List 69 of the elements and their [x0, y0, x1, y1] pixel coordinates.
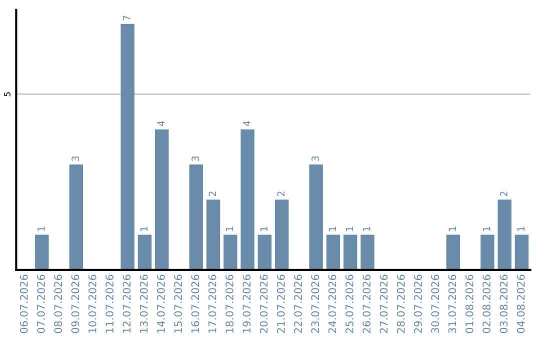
- x-tick-label: 03.08.2026: [500, 274, 508, 334]
- bar: [189, 164, 203, 270]
- data-label: 1: [483, 226, 490, 231]
- x-tick-label: 24.07.2026: [328, 274, 336, 334]
- x-tick-label: 20.07.2026: [260, 274, 268, 334]
- x-tick-label: 07.07.2026: [37, 274, 45, 334]
- bar: [344, 234, 358, 270]
- bar: [258, 234, 272, 270]
- bar: [138, 234, 152, 270]
- data-label: 1: [448, 226, 456, 231]
- bar: [514, 234, 529, 270]
- x-tick-label: 04.08.2026: [516, 274, 525, 334]
- bar: [206, 200, 220, 270]
- x-tick-label: 17.07.2026: [208, 274, 216, 333]
- data-label: 1: [140, 226, 148, 231]
- x-tick-label: 14.07.2026: [157, 274, 165, 333]
- x-tick-label: 28.07.2026: [396, 274, 405, 334]
- x-tick-label: 18.07.2026: [226, 274, 234, 333]
- x-tick-label: 02.08.2026: [482, 274, 490, 334]
- data-label: 4: [243, 120, 250, 126]
- bar: [155, 129, 169, 270]
- x-tick-label: 31.07.2026: [448, 274, 456, 333]
- x-tick-label: 11.07.2026: [106, 274, 114, 333]
- bar: [309, 164, 323, 270]
- x-tick-label: 15.07.2026: [174, 274, 182, 333]
- bar: [360, 234, 374, 270]
- data-label: 2: [277, 192, 284, 196]
- bar: [240, 129, 254, 270]
- x-tick-label: 13.07.2026: [140, 274, 148, 333]
- bar: [224, 234, 238, 270]
- x-tick-label: 16.07.2026: [191, 274, 200, 333]
- x-tick-label: 29.07.2026: [414, 274, 422, 334]
- x-tick-label: 22.07.2026: [294, 274, 302, 334]
- bar: [274, 200, 289, 270]
- data-label: 3: [72, 156, 79, 161]
- data-label: 1: [226, 226, 234, 231]
- bar: [498, 200, 512, 270]
- x-tick-label: 10.07.2026: [88, 274, 96, 333]
- x-tick-label: 26.07.2026: [362, 274, 371, 334]
- x-tick-label: 01.08.2026: [465, 274, 474, 334]
- bar: [35, 234, 49, 270]
- bar: [120, 24, 134, 270]
- y-tick-label: 5: [4, 92, 10, 96]
- data-label: 4: [157, 120, 165, 126]
- bar: [69, 164, 84, 270]
- bar: [480, 234, 494, 270]
- data-label: 2: [208, 192, 216, 196]
- x-tick-label: 08.07.2026: [54, 274, 62, 334]
- x-tick-label: 09.07.2026: [71, 274, 80, 334]
- x-tick-label: 06.07.2026: [20, 274, 28, 334]
- data-label: 1: [260, 226, 268, 231]
- x-tick-label: 25.07.2026: [345, 274, 354, 334]
- data-label: 1: [38, 226, 45, 231]
- x-tick-label: 23.07.2026: [311, 274, 320, 334]
- bar: [446, 234, 460, 270]
- data-label: 2: [500, 192, 508, 196]
- data-label: 1: [517, 226, 524, 231]
- x-tick-label: 30.07.2026: [431, 274, 440, 333]
- data-label: 1: [328, 226, 336, 231]
- x-tick-label: 27.07.2026: [380, 274, 388, 334]
- x-tick-label: 12.07.2026: [122, 274, 131, 333]
- data-label: 3: [192, 156, 199, 161]
- bar: [326, 234, 340, 270]
- data-label: 1: [346, 226, 354, 231]
- x-tick-label: 21.07.2026: [276, 274, 285, 334]
- data-label: 1: [363, 226, 370, 231]
- x-tick-label: 19.07.2026: [242, 274, 251, 333]
- data-label: 7: [123, 16, 130, 20]
- data-label: 3: [312, 156, 319, 161]
